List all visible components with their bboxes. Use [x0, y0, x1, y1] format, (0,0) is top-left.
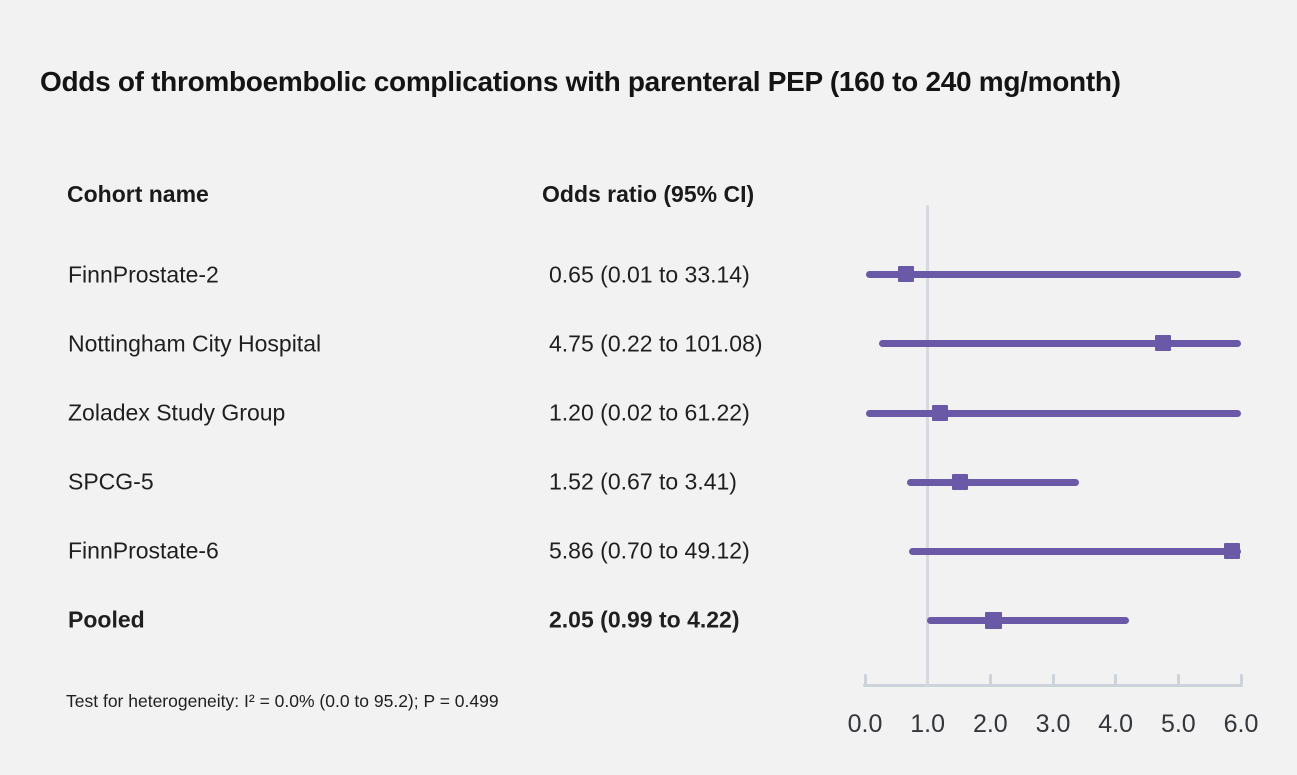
odds-ratio-value: 1.20 (0.02 to 61.22) — [549, 399, 750, 426]
axis-tick-label: 0.0 — [847, 710, 883, 738]
heterogeneity-footnote: Test for heterogeneity: I² = 0.0% (0.0 t… — [66, 691, 499, 711]
x-axis-line — [863, 684, 1243, 687]
axis-tick-label: 3.0 — [1035, 710, 1071, 738]
confidence-interval-line — [906, 478, 1079, 486]
odds-ratio-value: 4.75 (0.22 to 101.08) — [549, 330, 763, 357]
odds-ratio-value: 1.52 (0.67 to 3.41) — [549, 468, 737, 495]
axis-tick — [988, 674, 992, 685]
confidence-interval-line — [878, 339, 1241, 347]
odds-ratio-marker — [1154, 335, 1171, 351]
column-header-odds-ratio: Odds ratio (95% CI) — [542, 181, 755, 207]
pooled-estimate-marker — [984, 611, 1002, 629]
cohort-name: Pooled — [68, 606, 145, 633]
chart-title: Odds of thromboembolic complications wit… — [40, 66, 1121, 97]
axis-tick-label: 4.0 — [1098, 710, 1134, 738]
reference-line — [926, 205, 930, 687]
odds-ratio-value: 0.65 (0.01 to 33.14) — [549, 261, 750, 288]
cohort-name: Nottingham City Hospital — [68, 330, 322, 357]
axis-tick — [863, 674, 867, 685]
axis-tick-label: 1.0 — [910, 710, 946, 738]
confidence-interval-line — [908, 547, 1241, 555]
axis-tick — [1051, 674, 1055, 685]
axis-tick — [1239, 674, 1243, 685]
axis-tick — [1114, 674, 1118, 685]
cohort-name: FinnProstate-6 — [68, 537, 219, 564]
odds-ratio-marker — [1224, 543, 1241, 559]
axis-tick — [1176, 674, 1180, 685]
axis-tick-label: 2.0 — [972, 710, 1008, 738]
odds-ratio-value: 5.86 (0.70 to 49.12) — [549, 537, 750, 564]
confidence-interval-line — [865, 270, 1241, 278]
column-header-cohort: Cohort name — [67, 181, 209, 207]
odds-ratio-marker — [952, 474, 969, 490]
cohort-name: FinnProstate-2 — [68, 261, 219, 288]
forest-plot-area — [863, 205, 1243, 687]
confidence-interval-line — [866, 409, 1241, 417]
axis-tick-label: 5.0 — [1160, 710, 1196, 738]
cohort-name: SPCG-5 — [68, 468, 154, 495]
odds-ratio-marker — [932, 405, 949, 421]
confidence-interval-line — [927, 616, 1130, 624]
odds-ratio-marker — [897, 266, 914, 282]
axis-tick-label: 6.0 — [1223, 710, 1259, 738]
odds-ratio-value: 2.05 (0.99 to 4.22) — [549, 606, 740, 633]
cohort-name: Zoladex Study Group — [68, 399, 286, 426]
